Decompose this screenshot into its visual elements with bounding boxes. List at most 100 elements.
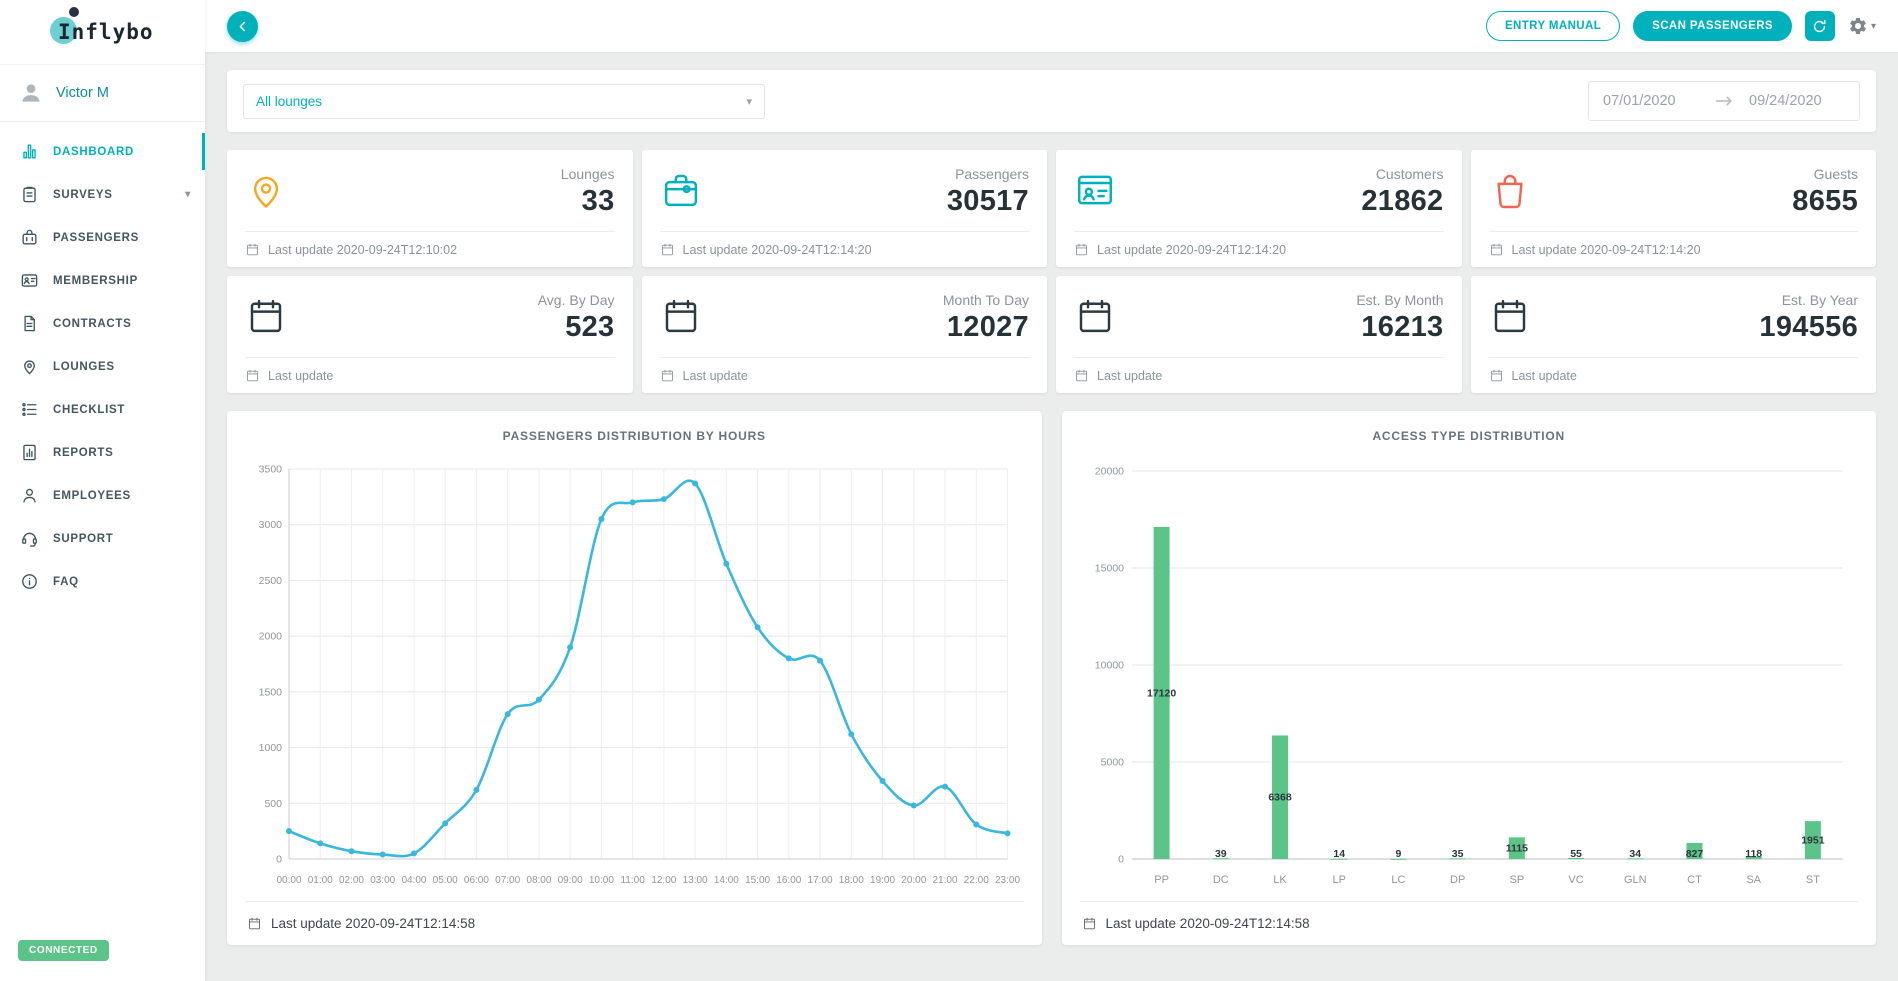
stat-label: Customers (1361, 166, 1443, 182)
stat-value: 8655 (1792, 185, 1858, 218)
stat-header: Est. By Month16213 (1074, 292, 1444, 344)
stat-last-update: Last update 2020-09-24T12:14:20 (660, 231, 1030, 267)
date-to-input[interactable] (1749, 93, 1845, 109)
lounges-icon (20, 357, 39, 376)
stat-label: Avg. By Day (538, 292, 615, 308)
lounge-select[interactable]: All lounges ▾ (243, 84, 765, 119)
stat-header: Customers21862 (1074, 166, 1444, 218)
sidebar-item-membership[interactable]: MEMBERSHIP (0, 259, 205, 302)
id-card-icon (1074, 169, 1116, 211)
stat-label: Lounges (561, 166, 615, 182)
sidebar-item-label: FAQ (53, 576, 79, 588)
svg-text:500: 500 (264, 798, 282, 810)
sidebar-item-contracts[interactable]: CONTRACTS (0, 302, 205, 345)
contracts-icon (20, 314, 39, 333)
lounge-select-value: All lounges (256, 94, 322, 109)
user-name: Victor M (56, 85, 109, 101)
stat-label: Month To Day (943, 292, 1029, 308)
svg-text:35: 35 (1451, 848, 1463, 860)
svg-text:15:00: 15:00 (745, 875, 770, 886)
stat-last-update: Last update 2020-09-24T12:14:20 (1074, 231, 1444, 267)
reports-icon (20, 443, 39, 462)
svg-text:23:00: 23:00 (995, 875, 1020, 886)
calendar-icon (1082, 916, 1097, 931)
svg-text:01:00: 01:00 (308, 875, 333, 886)
stat-header: Month To Day12027 (660, 292, 1030, 344)
line-chart: 050010001500200025003000350000:0001:0002… (245, 455, 1024, 895)
refresh-button[interactable] (1805, 11, 1835, 41)
sidebar-item-reports[interactable]: REPORTS (0, 431, 205, 474)
user-row[interactable]: Victor M (0, 64, 205, 122)
employees-icon (20, 486, 39, 505)
stat-last-update-text: Last update (683, 369, 748, 383)
user-avatar-icon (18, 80, 44, 106)
svg-text:118: 118 (1745, 848, 1762, 860)
chart-last-update-text: Last update 2020-09-24T12:14:58 (1106, 916, 1310, 931)
sidebar-item-label: LOUNGES (53, 361, 115, 373)
content: All lounges ▾ Lounges33 Last update 2020-… (205, 52, 1898, 981)
svg-text:DC: DC (1212, 874, 1228, 886)
stat-header: Lounges33 (245, 166, 615, 218)
sidebar-item-passengers[interactable]: PASSENGERS (0, 216, 205, 259)
svg-text:20000: 20000 (1094, 466, 1123, 478)
stat-last-update: Last update 2020-09-24T12:14:20 (1489, 231, 1859, 267)
svg-text:06:00: 06:00 (464, 875, 489, 886)
calendar-icon (245, 368, 260, 383)
dashboard-icon (20, 142, 39, 161)
svg-text:09:00: 09:00 (558, 875, 583, 886)
stat-value: 194556 (1759, 311, 1858, 344)
sidebar-item-support[interactable]: SUPPORT (0, 517, 205, 560)
sidebar-item-faq[interactable]: FAQ (0, 560, 205, 603)
back-button[interactable] (227, 11, 258, 42)
calendar-icon (1489, 295, 1531, 337)
stat-card-passengers: Passengers30517Last update 2020-09-24T12… (642, 150, 1048, 267)
svg-text:20:00: 20:00 (901, 875, 926, 886)
suitcase-icon (660, 169, 702, 211)
sidebar-item-employees[interactable]: EMPLOYEES (0, 474, 205, 517)
svg-text:05:00: 05:00 (433, 875, 458, 886)
svg-text:LP: LP (1332, 874, 1345, 886)
settings-menu-button[interactable]: ▾ (1848, 16, 1876, 36)
sidebar-item-lounges[interactable]: LOUNGES (0, 345, 205, 388)
stat-value: 16213 (1356, 311, 1443, 344)
svg-text:SA: SA (1746, 874, 1761, 886)
entry-manual-button[interactable]: ENTRY MANUAL (1486, 11, 1620, 41)
brand-name: Inflybo (58, 20, 154, 44)
svg-text:ST: ST (1805, 874, 1819, 886)
svg-text:14: 14 (1333, 848, 1345, 860)
svg-text:CT: CT (1687, 874, 1702, 886)
svg-text:5000: 5000 (1100, 757, 1124, 769)
calendar-icon (1074, 368, 1089, 383)
date-range-picker (1588, 81, 1860, 121)
svg-text:3000: 3000 (259, 519, 283, 531)
sidebar-item-checklist[interactable]: CHECKLIST (0, 388, 205, 431)
svg-text:GLN: GLN (1623, 874, 1646, 886)
checklist-icon (20, 400, 39, 419)
stat-last-update-text: Last update 2020-09-24T12:14:20 (1512, 243, 1701, 257)
stat-last-update: Last update (660, 357, 1030, 393)
svg-text:1951: 1951 (1801, 835, 1825, 847)
sidebar-item-surveys[interactable]: SURVEYS▾ (0, 173, 205, 216)
pin-icon (245, 169, 287, 211)
svg-text:10:00: 10:00 (589, 875, 614, 886)
surveys-icon (20, 185, 39, 204)
chevron-down-icon: ▾ (185, 189, 191, 200)
bag-icon (1489, 169, 1531, 211)
stat-last-update: Last update (1489, 357, 1859, 393)
sidebar-item-label: MEMBERSHIP (53, 275, 138, 287)
calendar-icon (1489, 242, 1504, 257)
sidebar-item-label: PASSENGERS (53, 232, 139, 244)
stat-card-customers: Customers21862 Last update 2020-09-24T12:… (1056, 150, 1462, 267)
stat-value: 523 (538, 311, 615, 344)
svg-text:LC: LC (1391, 874, 1405, 886)
back-arrow-icon (234, 18, 251, 35)
sidebar-item-dashboard[interactable]: DASHBOARD (0, 130, 205, 173)
calendar-icon (660, 368, 675, 383)
svg-text:04:00: 04:00 (401, 875, 426, 886)
refresh-icon (1811, 18, 1828, 35)
stat-last-update-text: Last update (1512, 369, 1577, 383)
scan-passengers-button[interactable]: SCAN PASSENGERS (1633, 11, 1792, 41)
date-from-input[interactable] (1603, 93, 1699, 109)
stat-card-est-by-year: Est. By Year194556Last update (1471, 276, 1877, 393)
svg-text:2500: 2500 (259, 575, 283, 587)
